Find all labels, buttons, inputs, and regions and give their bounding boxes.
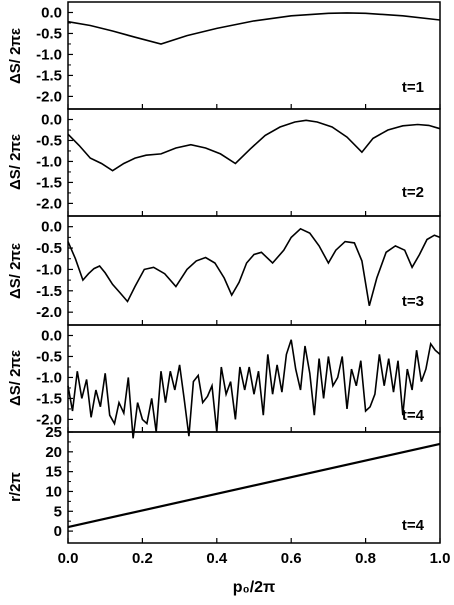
y-axis-label: ΔS/ 2πε — [7, 243, 24, 299]
y-ticks: 0.0 -0.5 -1.0 -1.5 -2.0 — [36, 219, 441, 325]
y-axis-label: ΔS/ 2πε — [7, 28, 24, 84]
panel-t4: 0.0 -0.5 -1.0 -1.5 -2.0 t=4 ΔS/ 2πε — [7, 324, 441, 439]
panel-t2: 0.0 -0.5 -1.0 -1.5 -2.0 t=2 ΔS/ 2πε — [7, 108, 441, 217]
series-line — [67, 119, 441, 172]
plot-frame — [67, 215, 441, 326]
y-tick-label: 5 — [54, 503, 62, 520]
x-tick-label: 0.0 — [58, 550, 79, 567]
y-tick-label: 0.0 — [41, 219, 62, 236]
series-line — [67, 227, 441, 307]
series-line — [67, 12, 441, 45]
panel-label: t=4 — [402, 407, 425, 424]
y-tick-label: -2.0 — [36, 411, 62, 428]
y-tick-label: -0.5 — [36, 348, 62, 365]
y-axis-label: ΔS/ 2πε — [7, 350, 24, 406]
y-tick-label: 15 — [45, 464, 62, 481]
panel-r: 25 20 15 10 5 0 t=4 r/2π — [7, 424, 441, 544]
panel-label: t=1 — [402, 79, 424, 96]
y-ticks: 25 20 15 10 5 0 — [45, 424, 441, 543]
panel-t3: 0.0 -0.5 -1.0 -1.5 -2.0 t=3 ΔS/ 2πε — [7, 215, 441, 326]
y-axis-label: ΔS/ 2πε — [7, 134, 24, 190]
y-ticks: 0.0 -0.5 -1.0 -1.5 -2.0 — [36, 111, 441, 216]
x-tick-label: 1.0 — [430, 550, 451, 567]
y-tick-label: -0.5 — [36, 25, 62, 42]
y-tick-label: -1.0 — [36, 153, 62, 170]
panel-label: t=2 — [402, 184, 424, 201]
panel-label: t=4 — [402, 517, 425, 534]
y-tick-label: -2.0 — [36, 88, 62, 105]
y-tick-label: -2.0 — [36, 304, 62, 321]
y-tick-label: -0.5 — [36, 132, 62, 149]
y-tick-label: 0 — [54, 523, 62, 540]
y-tick-label: 25 — [45, 424, 62, 441]
y-tick-label: -1.0 — [36, 46, 62, 63]
series-line — [67, 339, 441, 439]
x-tick-label: 0.6 — [281, 550, 302, 567]
y-tick-label: -1.5 — [36, 174, 62, 191]
panel-label: t=3 — [402, 293, 424, 310]
y-tick-label: 0.0 — [41, 4, 62, 21]
y-tick-label: -1.5 — [36, 283, 62, 300]
y-tick-label: 20 — [45, 444, 62, 461]
y-tick-label: -2.0 — [36, 195, 62, 212]
x-tick-label: 0.4 — [206, 550, 228, 567]
y-axis-label: r/2π — [7, 472, 24, 502]
y-tick-label: -1.0 — [36, 369, 62, 386]
series-line — [67, 442, 441, 529]
panel-t1: 0.0 -0.5 -1.0 -1.5 -2.0 t=1 ΔS/ 2πε — [7, 1, 441, 110]
y-ticks: 0.0 -0.5 -1.0 -1.5 -2.0 — [36, 327, 441, 432]
plot-frame — [67, 1, 441, 110]
y-tick-label: -1.5 — [36, 67, 62, 84]
x-axis-label: p₀/2π — [233, 579, 276, 596]
y-tick-label: -1.5 — [36, 390, 62, 407]
x-ticks: 0.0 0.2 0.4 0.6 0.8 1.0 — [58, 550, 451, 567]
y-tick-label: 0.0 — [41, 111, 62, 128]
plot-frame — [67, 108, 441, 217]
x-tick-label: 0.2 — [132, 550, 153, 567]
x-tick-label: 0.8 — [355, 550, 376, 567]
y-tick-label: -1.0 — [36, 261, 62, 278]
y-ticks: 0.0 -0.5 -1.0 -1.5 -2.0 — [36, 4, 441, 109]
y-tick-label: -0.5 — [36, 240, 62, 257]
y-tick-label: 0.0 — [41, 327, 62, 344]
plot-frame — [67, 324, 441, 433]
y-tick-label: 10 — [45, 483, 62, 500]
plot-frame — [67, 431, 441, 544]
